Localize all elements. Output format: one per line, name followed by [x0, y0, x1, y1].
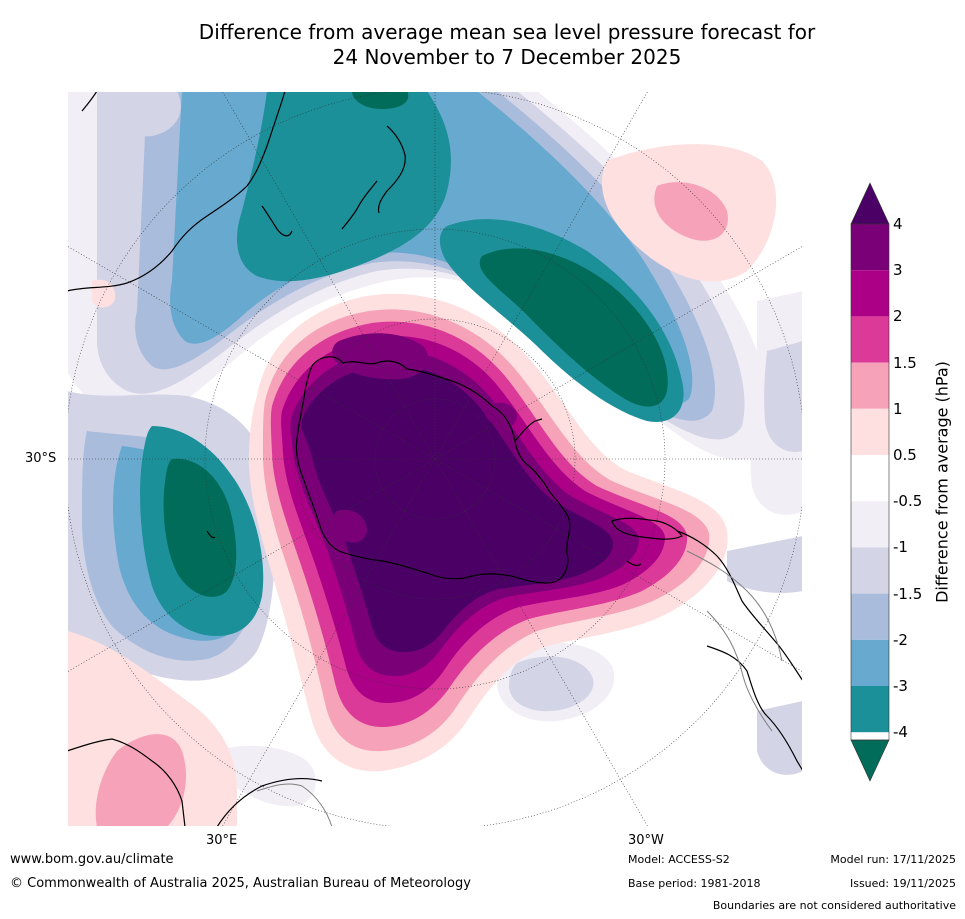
- bin-neg2-to-neg3: [851, 639, 889, 686]
- colorbar-tick-label: 0.5: [893, 446, 917, 464]
- south-america-coast: [676, 530, 803, 682]
- colorbar-bins: [851, 224, 889, 733]
- bin-0.5-to-1: [851, 408, 889, 455]
- negative-anomaly-indian: [67, 391, 275, 681]
- tierra-del-fuego: [611, 517, 683, 540]
- kerguelen-island: [206, 530, 216, 539]
- colorbar-tick-label: -4: [893, 723, 908, 742]
- southern-africa-coast-2: [216, 777, 323, 827]
- australia-coast: [67, 91, 286, 292]
- issued-date: Issued: 19/11/2025: [849, 877, 956, 890]
- lon-label-30w: 30°W: [628, 833, 664, 848]
- graticule-lon-60w: [434, 458, 803, 673]
- boundary-disclaimer: Boundaries are not considered authoritat…: [712, 899, 956, 912]
- lat-label-30s: 30°S: [25, 451, 57, 466]
- negative-anomaly-pacific: [67, 91, 770, 460]
- chart-title: Difference from average mean sea level p…: [0, 20, 965, 70]
- australia-nw-coast: [81, 91, 98, 112]
- tasmania: [261, 205, 293, 237]
- argentina-border: [706, 610, 773, 732]
- colorbar-title: Difference from average (hPa): [932, 361, 952, 603]
- colorbar-tick-label: 4: [893, 215, 903, 233]
- colorbar-tick-label: -2: [893, 630, 908, 649]
- model-name: Model: ACCESS-S2: [628, 853, 730, 866]
- colorbar-tick-label: 2: [893, 307, 903, 326]
- graticule-lat-45s: [204, 228, 666, 690]
- bin-2-to-3: [851, 270, 889, 317]
- bin-neg3-to-neg4: [851, 686, 889, 733]
- coastlines: [67, 91, 803, 827]
- falkland-islands: [626, 560, 642, 567]
- bin-neg1.5-to-neg2: [851, 593, 889, 640]
- map-frame: [67, 91, 803, 827]
- positive-anomaly-antarctic: [248, 293, 728, 772]
- graticule-lon-150e: [221, 91, 436, 460]
- base-period: Base period: 1981-2018: [628, 877, 761, 890]
- title-line-1: Difference from average mean sea level p…: [198, 20, 816, 44]
- bin-1-to-1.5: [851, 362, 889, 409]
- graticule: [67, 91, 803, 827]
- positive-anomaly-atlantic: [601, 144, 777, 282]
- copyright-text: © Commonwealth of Australia 2025, Austra…: [10, 876, 471, 891]
- lon-label-30e: 30°E: [206, 833, 238, 848]
- colorbar-tick-label: 1: [893, 399, 903, 418]
- bin-neutral: [851, 455, 889, 502]
- bin-3-to-4: [851, 224, 889, 271]
- graticule-lon-30e: [221, 458, 436, 827]
- colorbar-tick-label: 3: [893, 261, 903, 280]
- graticule-lon-60e: [67, 458, 436, 673]
- colorbar: [850, 182, 890, 782]
- south-africa-coast: [67, 738, 186, 827]
- new-zealand-north: [377, 125, 406, 214]
- africa-border: [256, 783, 333, 827]
- graticule-lon-120e: [67, 245, 436, 460]
- colorbar-tick-label: -0.5: [893, 492, 923, 511]
- bin-1.5-to-2: [851, 316, 889, 363]
- bin-neg1-to-neg1.5: [851, 547, 889, 594]
- colorbar-tick-label: -1: [893, 538, 908, 557]
- antarctic-peninsula: [514, 418, 543, 442]
- colorbar-tick-label: -3: [893, 677, 908, 695]
- title-line-2: 24 November to 7 December 2025: [332, 45, 682, 69]
- graticule-lon-30w: [434, 458, 649, 827]
- borders: [256, 550, 783, 827]
- graticule-lon-120w: [434, 245, 803, 460]
- colorbar-outline: [850, 223, 890, 741]
- pressure-anomaly-map: [67, 91, 803, 827]
- colorbar-extend-max: [850, 182, 890, 225]
- graticule-lat-60s: [294, 318, 576, 600]
- positive-anomaly-indian: [67, 279, 237, 827]
- negative-anomaly-patches: [102, 91, 803, 807]
- model-run-date: Model run: 17/11/2025: [830, 853, 956, 866]
- bin-neg0.5-to-neg1: [851, 501, 889, 548]
- colorbar-tick-label: 1.5: [893, 353, 917, 372]
- south-america-east-coast: [706, 645, 803, 772]
- graticule-lon-150w: [434, 91, 649, 460]
- chile-argentina-border: [686, 550, 783, 662]
- antarctica-coast: [295, 356, 571, 584]
- website-link[interactable]: www.bom.gov.au/climate: [10, 852, 174, 867]
- colorbar-tick-label: -1.5: [893, 584, 923, 603]
- new-zealand-south: [341, 180, 378, 230]
- colorbar-extend-min: [850, 739, 890, 782]
